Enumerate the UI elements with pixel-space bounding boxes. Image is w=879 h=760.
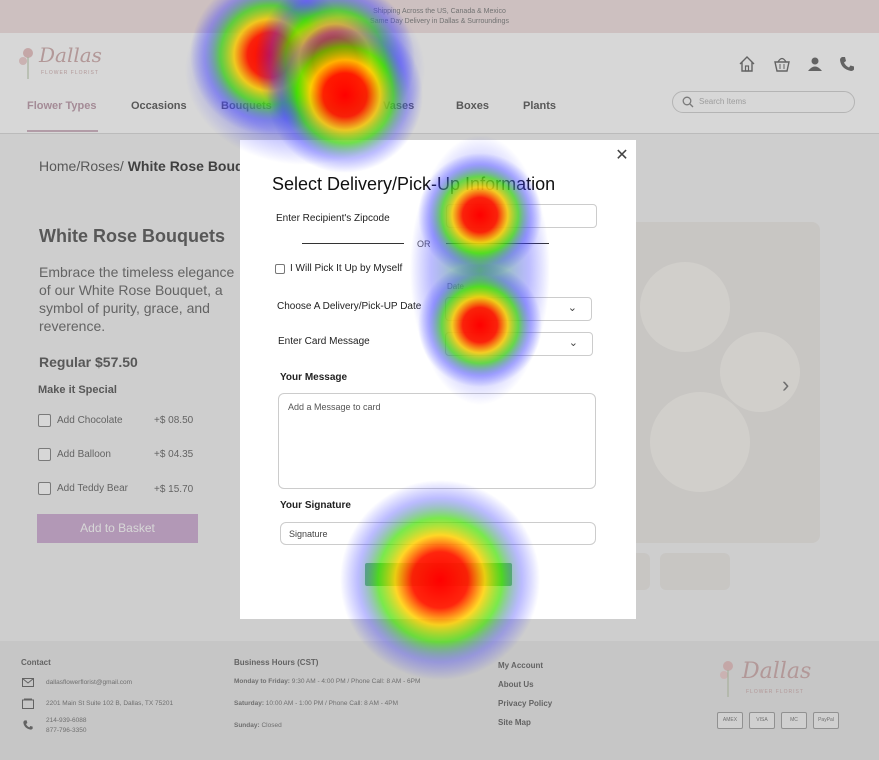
phone-icon[interactable] bbox=[838, 55, 856, 73]
addon-label: Add Teddy Bear bbox=[57, 483, 128, 495]
footer-phone-1[interactable]: 214-939-6088 bbox=[46, 717, 87, 724]
nav-item-plants[interactable]: Plants bbox=[523, 100, 557, 112]
divider bbox=[302, 243, 404, 244]
footer-logo-subtitle: FLOWER FLORIST bbox=[746, 689, 804, 695]
addon-price: +$ 15.70 bbox=[154, 484, 194, 495]
footer-logo: Dallas FLOWER FLORIST bbox=[718, 657, 833, 702]
submit-button[interactable] bbox=[365, 563, 512, 586]
logo-subtitle: FLOWER FLORIST bbox=[41, 70, 99, 76]
message-textarea[interactable]: Add a Message to card bbox=[278, 393, 596, 489]
addon-label: Add Chocolate bbox=[57, 415, 123, 427]
product-image bbox=[610, 222, 820, 543]
footer-address: 2201 Main St Suite 102 B, Dallas, TX 752… bbox=[46, 700, 174, 707]
footer-link-privacy-policy[interactable]: Privacy Policy bbox=[498, 699, 553, 708]
pickup-label: I Will Pick It Up by Myself bbox=[290, 263, 403, 274]
addon-label: Add Balloon bbox=[57, 449, 111, 461]
phone-icon bbox=[23, 720, 33, 730]
zipcode-label: Enter Recipient's Zipcode bbox=[276, 213, 390, 224]
addon-chocolate[interactable]: Add Chocolate bbox=[38, 414, 123, 427]
footer-hours-row: Saturday: 10:00 AM - 1:00 PM / Phone Cal… bbox=[234, 700, 399, 707]
addon-balloon[interactable]: Add Balloon bbox=[38, 448, 111, 461]
nav-item-flower-types[interactable]: Flower Types bbox=[27, 100, 97, 112]
make-it-special-title: Make it Special bbox=[38, 384, 117, 396]
basket-icon[interactable] bbox=[773, 55, 791, 73]
search-icon bbox=[682, 96, 694, 108]
signature-input[interactable]: Signature bbox=[280, 522, 596, 545]
chevron-right-icon[interactable]: › bbox=[782, 372, 790, 397]
product-price: Regular $57.50 bbox=[39, 354, 138, 370]
breadcrumb-path[interactable]: Home/Roses/ bbox=[39, 158, 124, 174]
banner-line-2: Same Day Delivery in Dallas & Surroundin… bbox=[370, 18, 509, 25]
date-label: Choose A Delivery/Pick-UP Date bbox=[277, 301, 422, 312]
addon-price: +$ 08.50 bbox=[154, 415, 194, 426]
zipcode-input[interactable] bbox=[446, 204, 597, 228]
nav-item-occasions[interactable]: Occasions bbox=[131, 100, 187, 112]
banner-line-1: Shipping Across the US, Canada & Mexico bbox=[373, 8, 506, 15]
modal-title: Select Delivery/Pick-Up Information bbox=[272, 174, 556, 194]
footer-phone-2[interactable]: 877-796-3350 bbox=[46, 727, 87, 734]
footer-hours-title: Business Hours (CST) bbox=[234, 658, 319, 667]
user-icon[interactable] bbox=[806, 55, 824, 73]
addon-price: +$ 04.35 bbox=[154, 449, 194, 460]
search-input[interactable]: Search Items bbox=[672, 91, 855, 113]
or-text: OR bbox=[417, 239, 431, 249]
nav-active-underline bbox=[27, 130, 98, 132]
mastercard-icon: MC bbox=[781, 712, 807, 729]
chevron-down-icon: ⌄ bbox=[567, 302, 577, 314]
addon-teddy-bear[interactable]: Add Teddy Bear bbox=[38, 482, 128, 495]
card-message-select[interactable]: ⌄ bbox=[445, 332, 593, 356]
logo[interactable]: Dallas FLOWER FLORIST bbox=[17, 43, 107, 83]
footer-link-about-us[interactable]: About Us bbox=[498, 680, 534, 689]
delivery-modal: ✕ Select Delivery/Pick-Up Information En… bbox=[240, 140, 636, 619]
add-to-basket-button[interactable]: Add to Basket bbox=[37, 514, 198, 543]
mail-icon bbox=[22, 678, 34, 687]
footer-logo-script: Dallas bbox=[742, 659, 812, 684]
footer-email[interactable]: dallasflowerflorist@gmail.com bbox=[46, 679, 133, 686]
logo-flower-icon bbox=[720, 661, 733, 697]
logo-script: Dallas bbox=[39, 43, 102, 67]
product-title: White Rose Bouquets bbox=[39, 226, 226, 246]
your-signature-title: Your Signature bbox=[280, 500, 351, 511]
card-message-label: Enter Card Message bbox=[278, 336, 370, 347]
footer-hours-row: Sunday: Closed bbox=[234, 722, 282, 729]
home-icon[interactable] bbox=[738, 55, 756, 73]
footer-hours-row: Monday to Friday: 9:30 AM - 4:00 PM / Ph… bbox=[234, 678, 421, 685]
footer-link-site-map[interactable]: Site Map bbox=[498, 718, 531, 727]
nav-item-boxes[interactable]: Boxes bbox=[456, 100, 490, 112]
close-icon[interactable]: ✕ bbox=[615, 147, 629, 164]
addon-checkbox[interactable] bbox=[38, 482, 51, 495]
addon-checkbox[interactable] bbox=[38, 448, 51, 461]
site-header: Dallas FLOWER FLORIST Flower Types Occas… bbox=[0, 33, 879, 134]
signature-placeholder: Signature bbox=[289, 529, 328, 539]
product-description: Embrace the timeless elegance of our Whi… bbox=[39, 264, 235, 334]
your-message-title: Your Message bbox=[280, 372, 348, 383]
shipping-banner: Shipping Across the US, Canada & Mexico … bbox=[0, 0, 879, 33]
paypal-icon: PayPal bbox=[813, 712, 839, 729]
date-floating-label: Date bbox=[447, 282, 464, 291]
date-select[interactable]: ⌄ bbox=[445, 297, 592, 321]
building-icon bbox=[22, 698, 34, 709]
chevron-down-icon: ⌄ bbox=[568, 337, 578, 349]
pickup-checkbox[interactable] bbox=[275, 264, 285, 274]
thumbnail[interactable] bbox=[660, 553, 730, 590]
search-placeholder: Search Items bbox=[699, 97, 747, 106]
message-placeholder: Add a Message to card bbox=[288, 402, 381, 412]
footer-contact-title: Contact bbox=[21, 658, 51, 667]
logo-flower-icon bbox=[19, 48, 33, 79]
amex-icon: AMEX bbox=[717, 712, 743, 729]
visa-icon: VISA bbox=[749, 712, 775, 729]
addon-checkbox[interactable] bbox=[38, 414, 51, 427]
divider bbox=[446, 243, 549, 244]
